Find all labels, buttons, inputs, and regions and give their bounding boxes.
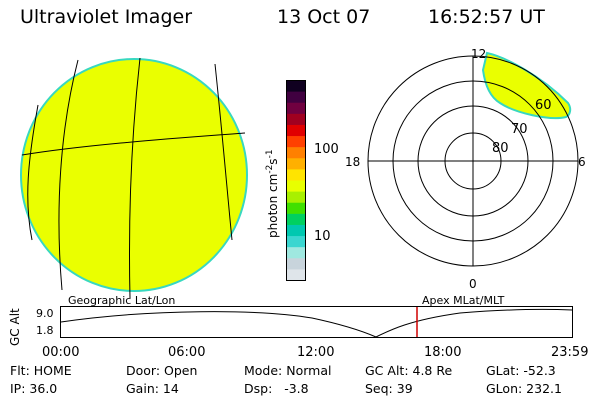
orbit-x-tick-2359: 23:59 bbox=[551, 345, 589, 360]
polar-mlt-0: 0 bbox=[469, 277, 477, 291]
orbit-x-tick-1200: 12:00 bbox=[297, 345, 335, 360]
colorbar-segment bbox=[286, 246, 306, 259]
polar-lat-80: 80 bbox=[492, 141, 509, 156]
longitude-line bbox=[27, 104, 39, 241]
colorbar-segment bbox=[286, 157, 306, 170]
orbit-x-tick-0000: 00:00 bbox=[42, 345, 80, 360]
polar-auroral-region bbox=[481, 51, 572, 119]
polar-mlt-6: 6 bbox=[578, 155, 586, 169]
globe-disk bbox=[20, 58, 248, 292]
polar-lat-60: 60 bbox=[535, 98, 552, 113]
colorbar-segment bbox=[286, 224, 306, 237]
polar-lat-70: 70 bbox=[511, 122, 528, 137]
lat-lon-grid bbox=[21, 57, 246, 299]
ip-value: IP: 36.0 bbox=[10, 381, 58, 396]
orbit-y-tick-high: 9.0 bbox=[36, 307, 54, 320]
colorbar-segment bbox=[286, 257, 306, 270]
colorbar-segment bbox=[286, 191, 306, 203]
colorbar-segment bbox=[286, 213, 306, 225]
polar-mlt-18: 18 bbox=[345, 155, 360, 169]
colorbar-tick-10: 10 bbox=[314, 229, 331, 244]
filter-status: Flt: HOME bbox=[10, 363, 72, 378]
orbit-right-title: Apex MLat/MLT bbox=[422, 294, 505, 307]
orbit-y-axis-label: GC Alt bbox=[8, 308, 22, 346]
colorbar-segment bbox=[286, 113, 306, 125]
orbit-x-tick-1800: 18:00 bbox=[424, 345, 462, 360]
geographic-image bbox=[20, 57, 248, 299]
glat-value: GLat: -52.3 bbox=[486, 363, 556, 378]
longitude-line bbox=[214, 63, 233, 241]
time-label: 16:52:57 UT bbox=[428, 6, 545, 28]
date-label: 13 Oct 07 bbox=[277, 6, 371, 28]
colorbar-segment bbox=[286, 135, 306, 148]
colorbar-segment bbox=[286, 146, 306, 159]
colorbar-unit-label: photon cm-2s-1 bbox=[265, 149, 280, 238]
colorbar-segment bbox=[286, 268, 306, 281]
orbit-plot-frame bbox=[60, 306, 573, 338]
gain-value: Gain: 14 bbox=[126, 381, 179, 396]
mode-status: Mode: Normal bbox=[244, 363, 332, 378]
polar-plot: 12 6 0 18 60 70 80 bbox=[345, 47, 586, 291]
latitude-line bbox=[21, 132, 246, 156]
orbit-altitude-curve bbox=[60, 308, 573, 338]
colorbar-tick-100: 100 bbox=[314, 142, 339, 157]
orbit-y-tick-low: 1.8 bbox=[36, 324, 54, 337]
colorbar-segment bbox=[286, 102, 306, 114]
seq-value: Seq: 39 bbox=[365, 381, 413, 396]
instrument-title: Ultraviolet Imager bbox=[20, 6, 193, 28]
dsp-value: Dsp: -3.8 bbox=[244, 381, 309, 396]
colorbar-segment bbox=[286, 180, 306, 192]
colorbar-segment bbox=[286, 91, 306, 103]
gc-alt-value: GC Alt: 4.8 Re bbox=[365, 363, 453, 378]
polar-mlt-12: 12 bbox=[471, 47, 486, 61]
longitude-line bbox=[58, 59, 79, 291]
colorbar-segment bbox=[286, 124, 306, 137]
colorbar-segment bbox=[286, 202, 306, 214]
colorbar-segment bbox=[286, 235, 306, 248]
glon-value: GLon: 232.1 bbox=[486, 381, 562, 396]
orbit-plot bbox=[60, 306, 573, 338]
orbit-left-title: Geographic Lat/Lon bbox=[68, 294, 176, 307]
longitude-line bbox=[128, 57, 141, 299]
door-status: Door: Open bbox=[126, 363, 198, 378]
colorbar-segment bbox=[286, 80, 306, 92]
colorbar bbox=[286, 80, 306, 281]
orbit-x-tick-0600: 06:00 bbox=[168, 345, 206, 360]
colorbar-segment bbox=[286, 168, 306, 181]
